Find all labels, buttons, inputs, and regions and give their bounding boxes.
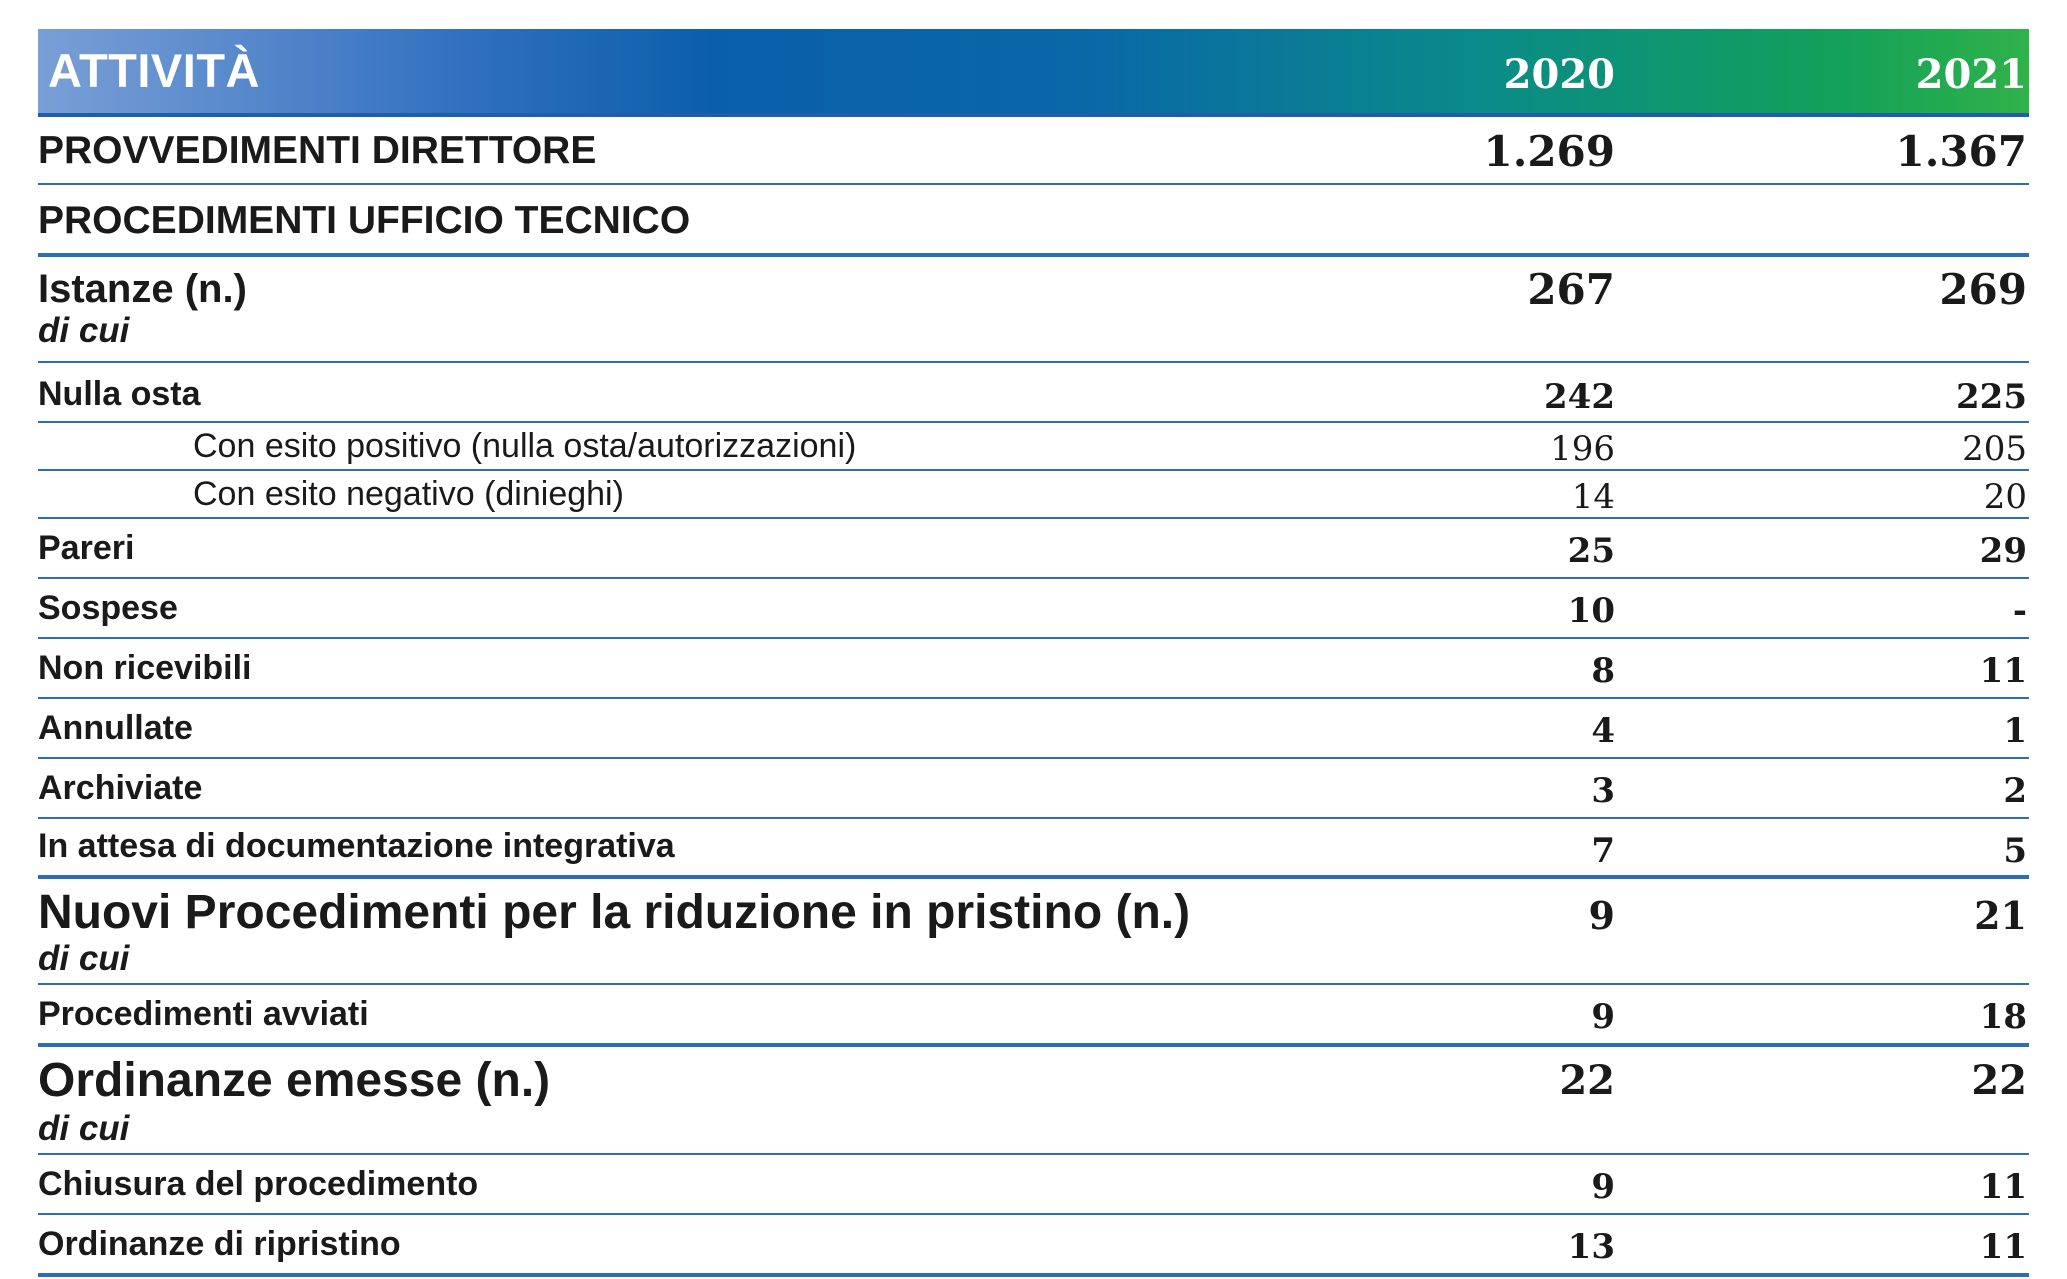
table-row: Procedimenti avviati 9 18 — [38, 985, 2029, 1047]
value-2021: 18 — [1979, 997, 2027, 1037]
value-2020: 8 — [1591, 651, 1615, 691]
row-label: Annullate — [38, 709, 193, 747]
table-row: Sospese 10 - — [38, 579, 2029, 639]
value-2020: 13 — [1567, 1227, 1615, 1267]
table-row: Archiviate 3 2 — [38, 759, 2029, 819]
row-label: Nulla osta — [38, 375, 201, 413]
row-label: Con esito negativo (dinieghi) — [193, 475, 624, 513]
value-2021: 5 — [2003, 831, 2027, 871]
value-2021: 11 — [1979, 651, 2027, 691]
row-label: Procedimenti avviati — [38, 995, 369, 1033]
table-row: Annullate 4 1 — [38, 699, 2029, 759]
row-label: Ordinanze emesse (n.) — [38, 1054, 551, 1107]
row-label: PROVVEDIMENTI DIRETTORE — [38, 129, 597, 172]
value-2020: 196 — [1550, 429, 1615, 469]
table-row: Con esito negativo (dinieghi) 14 20 — [38, 471, 2029, 519]
value-2020: 9 — [1591, 1167, 1615, 1207]
value-2020: 9 — [1591, 997, 1615, 1037]
row-label: In attesa di documentazione integrativa — [38, 827, 675, 865]
value-2020: 9 — [1588, 893, 1615, 938]
value-2020: 1.269 — [1483, 127, 1615, 176]
value-2021: 11 — [1979, 1167, 2027, 1207]
value-2020: 4 — [1591, 711, 1615, 751]
row-label: Nuovi Procedimenti per la riduzione in p… — [38, 886, 1191, 939]
row-label: Chiusura del procedimento — [38, 1165, 479, 1203]
value-2021: 2 — [2003, 771, 2027, 811]
value-2020: 267 — [1527, 265, 1615, 314]
row-sublabel: di cui — [38, 311, 130, 350]
table-row: Chiusura del procedimento 9 11 — [38, 1155, 2029, 1215]
value-2021: - — [2012, 591, 2027, 631]
table-row: PROVVEDIMENTI DIRETTORE 1.269 1.367 — [38, 117, 2029, 185]
row-sublabel: di cui — [38, 1109, 130, 1148]
row-label: Non ricevibili — [38, 649, 252, 687]
value-2021: 269 — [1939, 265, 2027, 314]
table-header: ATTIVITÀ 2020 2021 — [38, 29, 2029, 117]
row-sublabel: di cui — [38, 939, 130, 978]
table-row: Ordinanze di ripristino 13 11 — [38, 1215, 2029, 1277]
table-row: Istanze (n.) di cui 267 269 — [38, 257, 2029, 363]
table-row: Ordinanze emesse (n.) di cui 22 22 — [38, 1047, 2029, 1155]
value-2020: 7 — [1591, 831, 1615, 871]
value-2021: 225 — [1956, 377, 2027, 417]
table-row: Pareri 25 29 — [38, 519, 2029, 579]
value-2021: 20 — [1983, 477, 2027, 517]
value-2021: 11 — [1979, 1227, 2027, 1267]
table-row: Nuovi Procedimenti per la riduzione in p… — [38, 879, 2029, 985]
value-2021: 22 — [1971, 1057, 2027, 1104]
value-2020: 10 — [1567, 591, 1615, 631]
table-row: Con esito positivo (nulla osta/autorizza… — [38, 423, 2029, 471]
header-year-2020: 2020 — [1503, 51, 1615, 98]
row-label: Archiviate — [38, 769, 203, 807]
header-year-2021: 2021 — [1915, 51, 2027, 98]
row-label: Istanze (n.) — [38, 267, 247, 311]
value-2021: 29 — [1979, 531, 2027, 571]
table-row: Nulla osta 242 225 — [38, 363, 2029, 423]
row-label: Sospese — [38, 589, 178, 627]
row-label: PROCEDIMENTI UFFICIO TECNICO — [38, 199, 691, 242]
value-2021: 1.367 — [1895, 127, 2027, 176]
value-2021: 21 — [1974, 893, 2027, 938]
value-2020: 242 — [1544, 377, 1615, 417]
row-label: Pareri — [38, 529, 135, 567]
header-activity-label: ATTIVITÀ — [48, 44, 260, 97]
value-2021: 205 — [1962, 429, 2027, 469]
value-2020: 22 — [1559, 1057, 1615, 1104]
value-2020: 3 — [1591, 771, 1615, 811]
row-label: Con esito positivo (nulla osta/autorizza… — [193, 427, 857, 465]
header-divider — [38, 113, 2029, 117]
table-row: Non ricevibili 8 11 — [38, 639, 2029, 699]
activity-table: ATTIVITÀ 2020 2021 PROVVEDIMENTI DIRETTO… — [38, 29, 2029, 1277]
value-2020: 14 — [1571, 477, 1615, 517]
table-row: PROCEDIMENTI UFFICIO TECNICO — [38, 185, 2029, 257]
value-2020: 25 — [1567, 531, 1615, 571]
table-row: In attesa di documentazione integrativa … — [38, 819, 2029, 879]
value-2021: 1 — [2003, 711, 2027, 751]
row-label: Ordinanze di ripristino — [38, 1225, 401, 1263]
